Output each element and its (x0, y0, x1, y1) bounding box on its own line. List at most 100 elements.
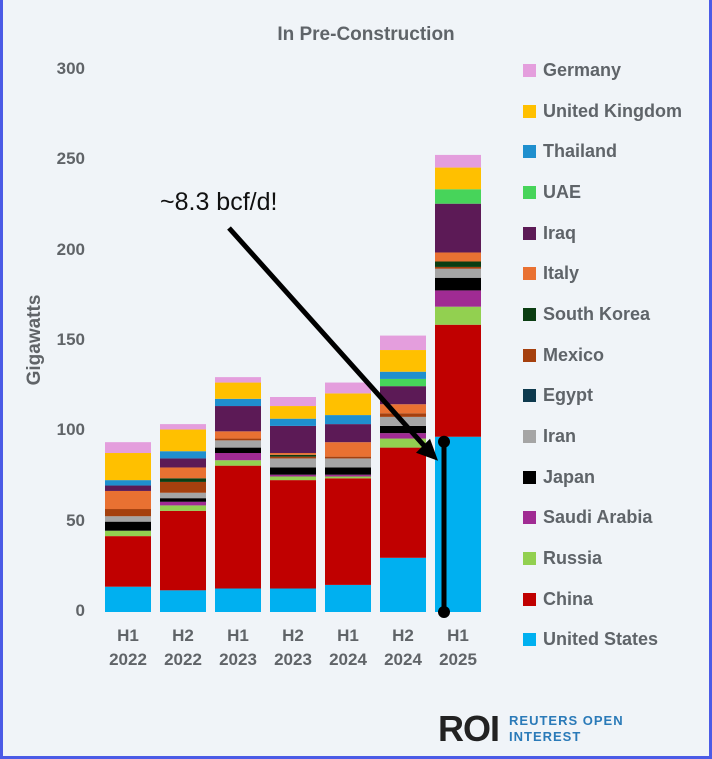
bar-segment-japan (160, 498, 206, 502)
bar-segment-mexico (325, 456, 371, 459)
bar-segment-united-kingdom (270, 406, 316, 419)
x-tick-line: H2 (282, 626, 304, 645)
legend-swatch (523, 307, 536, 321)
bar-segment-iran (105, 516, 151, 522)
bar-segment-south-korea (270, 454, 316, 457)
x-tick-line: 2023 (219, 650, 257, 669)
x-tick-label: H2 2022 (153, 624, 213, 672)
bar-segment-italy (380, 404, 426, 414)
bar-segment-south-korea (160, 478, 206, 482)
bar-segment-china (160, 510, 206, 591)
bar-segment-mexico (215, 438, 261, 441)
bar-segment-iraq (325, 424, 371, 443)
annotation-arrowhead (416, 438, 438, 461)
bar-segment-italy (160, 467, 206, 479)
bar-segment-iraq (435, 203, 481, 253)
legend-label: Mexico (543, 344, 605, 365)
bar-segment-iraq (215, 406, 261, 432)
x-tick-line: H1 (337, 626, 359, 645)
bar-segment-united-states (105, 586, 151, 612)
legend-label: Thailand (543, 141, 618, 162)
bar-segment-italy (105, 490, 151, 510)
bar-segment-united-states (270, 588, 316, 612)
bar-segment-saudi-arabia (325, 474, 371, 477)
legend-label: Russia (543, 548, 603, 569)
legend-swatch (523, 226, 536, 240)
legend-item: Saudi Arabia (523, 498, 682, 539)
bar-segment-mexico (270, 456, 316, 459)
x-tick-line: H2 (172, 626, 194, 645)
bar-segment-saudi-arabia (435, 290, 481, 307)
bar-segment-saudi-arabia (270, 474, 316, 477)
legend-swatch (523, 470, 536, 484)
legend-item: UAE (523, 172, 682, 213)
x-tick-line: 2024 (384, 650, 422, 669)
bar-segment-saudi-arabia (160, 501, 206, 506)
x-tick-line: 2025 (439, 650, 477, 669)
bar-segment-thailand (325, 415, 371, 425)
legend-item: Japan (523, 457, 682, 498)
bar-segment-saudi-arabia (380, 433, 426, 439)
legend-label: South Korea (543, 303, 651, 324)
bar-segment-saudi-arabia (215, 453, 261, 461)
bracket-endpoint (438, 606, 450, 618)
logo-wordmark: REUTERS OPEN INTEREST (509, 713, 624, 745)
x-tick-line: H1 (227, 626, 249, 645)
chart-title: In Pre-Construction (277, 24, 455, 45)
bar-segment-united-kingdom (215, 382, 261, 399)
legend-swatch (523, 552, 536, 566)
logo-line-1: REUTERS OPEN (509, 713, 624, 728)
legend-label: Japan (543, 466, 596, 487)
bar-segment-iran (215, 440, 261, 448)
bar-segment-thailand (105, 480, 151, 486)
y-tick-label: 100 (56, 420, 85, 440)
legend-label: Iraq (543, 222, 577, 243)
bar-segment-thailand (380, 371, 426, 379)
bar-segment-united-states (325, 584, 371, 612)
legend-label: United Kingdom (543, 100, 682, 121)
bar-segment-italy (215, 431, 261, 439)
logo-line-2: INTEREST (509, 729, 582, 744)
bar-segment-iran (160, 492, 206, 499)
bar-segment-italy (270, 453, 316, 455)
bar-segment-japan (105, 521, 151, 531)
bar-segment-iran (325, 458, 371, 468)
bar-segment-china (215, 465, 261, 589)
legend-swatch (523, 633, 536, 647)
chart-frame: In Pre-Construction Gigawatts 0 50 100 150 2… (3, 0, 709, 756)
legend-label: Saudi Arabia (543, 507, 653, 528)
legend-swatch (523, 185, 536, 199)
legend-swatch (523, 592, 536, 606)
bar-segment-united-states (215, 588, 261, 612)
logo-mark: ROI (438, 708, 500, 749)
bar-segment-iran (435, 268, 481, 278)
annotation-arrow (227, 226, 436, 459)
x-tick-line: H1 (447, 626, 469, 645)
x-tick-label: H1 2023 (208, 624, 268, 672)
bar-segment-iraq (160, 458, 206, 468)
bar-segment-uae (435, 189, 481, 204)
bar-segment-thailand (160, 451, 206, 459)
legend-label: China (543, 588, 594, 609)
bar-segment-mexico (105, 509, 151, 517)
legend-swatch (523, 267, 536, 281)
bar-segment-china (270, 480, 316, 589)
plot-area (105, 154, 481, 618)
bar-segment-mexico (435, 266, 481, 269)
bar-segment-russia (270, 476, 316, 481)
y-tick-label: 50 (66, 510, 85, 530)
legend-item: United Kingdom (523, 91, 682, 132)
legend-swatch (523, 348, 536, 362)
bar-segment-united-kingdom (380, 350, 426, 372)
bar-segment-thailand (270, 418, 316, 426)
x-tick-label: H2 2024 (373, 624, 433, 672)
bar-segment-united-kingdom (325, 393, 371, 416)
bar-segment-china (325, 478, 371, 585)
bracket-endpoint (438, 435, 450, 448)
legend-item: Italy (523, 253, 682, 294)
bar-segment-united-kingdom (435, 167, 481, 190)
bar-segment-china (380, 447, 426, 558)
legend-item: Russia (523, 538, 682, 579)
bar-segment-japan (325, 467, 371, 475)
legend-swatch (523, 511, 536, 525)
